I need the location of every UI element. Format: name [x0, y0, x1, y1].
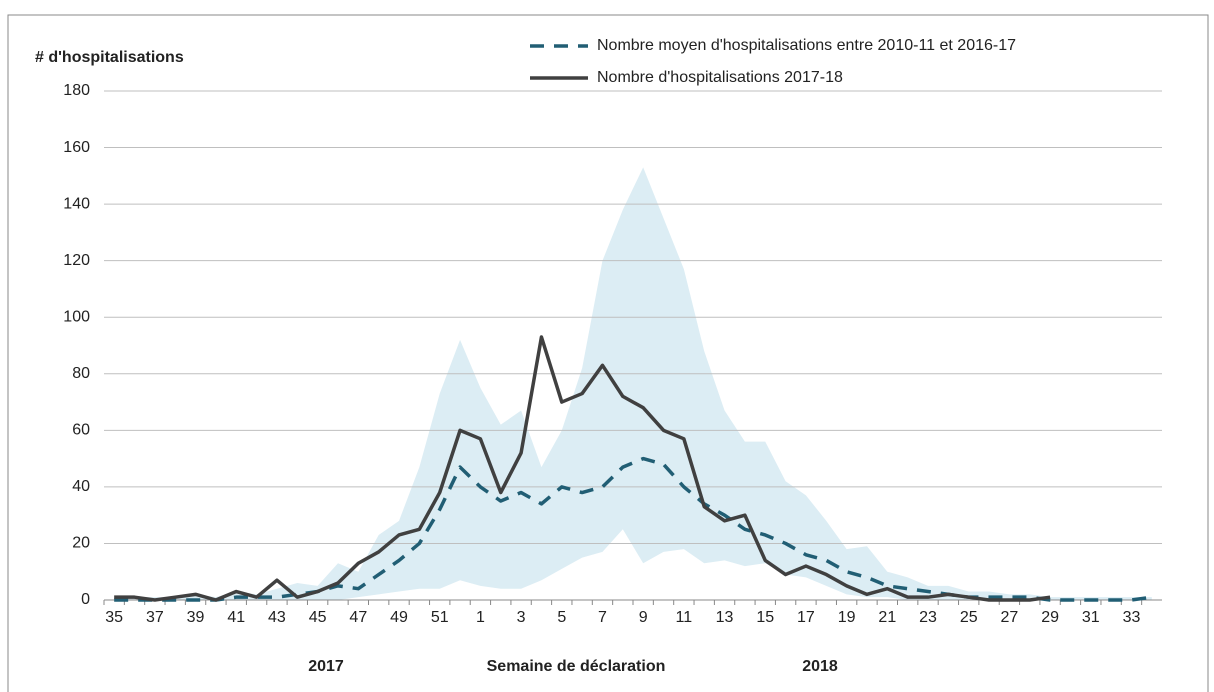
x-tick-label: 21	[878, 609, 896, 626]
y-tick-label: 140	[63, 195, 90, 212]
y-axis-title: # d'hospitalisations	[35, 49, 184, 66]
x-tick-label: 17	[797, 609, 815, 626]
series-line	[114, 456, 1153, 602]
x-tick-label: 3	[517, 609, 526, 626]
y-tick-label: 0	[81, 591, 90, 608]
x-tick-label: 9	[639, 609, 648, 626]
x-tick-label: 39	[187, 609, 205, 626]
x-tick-label: 43	[268, 609, 286, 626]
x-tick-label: 25	[960, 609, 978, 626]
x-tick-label: 33	[1123, 609, 1141, 626]
x-tick-label: 37	[146, 609, 164, 626]
year-label: 2018	[802, 658, 838, 675]
year-label: 2017	[308, 658, 344, 675]
y-tick-label: 160	[63, 139, 90, 156]
y-tick-label: 100	[63, 308, 90, 325]
x-tick-label: 45	[309, 609, 327, 626]
x-tick-label: 19	[838, 609, 856, 626]
x-tick-label: 29	[1041, 609, 1059, 626]
x-tick-label: 1	[476, 609, 485, 626]
range-band	[114, 167, 1152, 600]
x-tick-label: 11	[676, 609, 693, 626]
x-tick-label: 49	[390, 609, 408, 626]
x-tick-label: 47	[349, 609, 367, 626]
y-tick-label: 20	[72, 535, 90, 552]
x-axis-title: Semaine de déclaration	[487, 658, 666, 675]
x-tick-label: 5	[557, 609, 566, 626]
y-tick-label: 80	[72, 365, 90, 382]
y-tick-label: 60	[72, 422, 90, 439]
legend-label: Nombre d'hospitalisations 2017-18	[597, 69, 843, 86]
x-tick-label: 35	[105, 609, 123, 626]
series-line	[114, 335, 1051, 602]
y-tick-label: 180	[63, 82, 90, 99]
x-tick-label: 41	[227, 609, 245, 626]
legend-label: Nombre moyen d'hospitalisations entre 20…	[597, 37, 1016, 54]
y-tick-label: 120	[63, 252, 90, 269]
x-tick-label: 15	[756, 609, 774, 626]
x-tick-label: 51	[431, 609, 449, 626]
x-tick-label: 7	[598, 609, 607, 626]
x-tick-label: 13	[716, 609, 734, 626]
x-tick-label: 23	[919, 609, 937, 626]
y-tick-label: 40	[72, 478, 90, 495]
x-tick-label: 31	[1082, 609, 1100, 626]
x-tick-label: 27	[1001, 609, 1019, 626]
